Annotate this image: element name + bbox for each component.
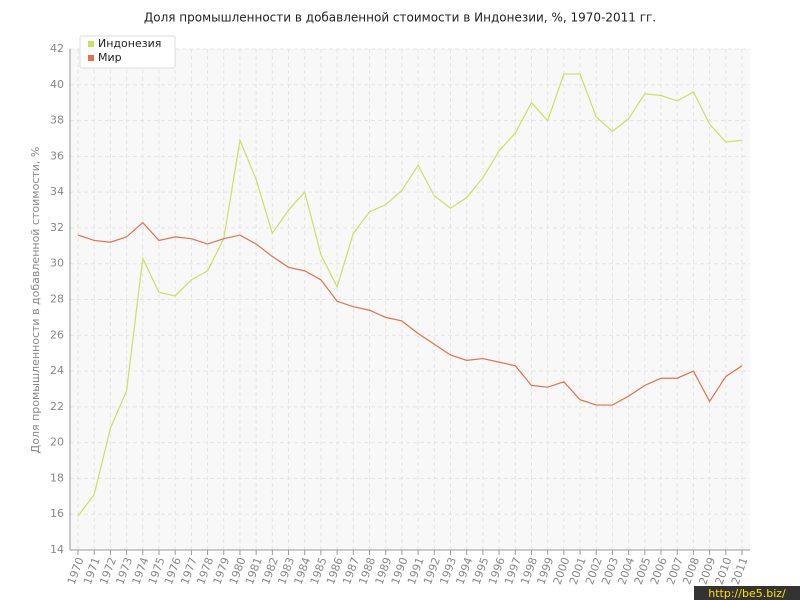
watermark-bg bbox=[694, 586, 800, 600]
legend-box bbox=[79, 35, 176, 69]
y-tick-label: 32 bbox=[50, 221, 64, 234]
y-tick-label: 26 bbox=[50, 328, 64, 341]
y-tick-label: 42 bbox=[50, 42, 64, 55]
series-line bbox=[77, 221, 743, 406]
y-tick-label: 18 bbox=[50, 471, 64, 484]
y-tick-label: 20 bbox=[50, 436, 64, 449]
y-tick-label: 28 bbox=[50, 293, 64, 306]
y-tick-label: 24 bbox=[50, 364, 64, 377]
y-tick-label: 34 bbox=[50, 185, 64, 198]
y-tick-label: 30 bbox=[50, 257, 64, 270]
chart-title: Доля промышленности в добавленной стоимо… bbox=[144, 11, 656, 25]
y-tick-label: 14 bbox=[50, 543, 64, 556]
legend-label: Мир bbox=[98, 51, 122, 64]
y-tick-label: 40 bbox=[50, 78, 64, 91]
y-tick-label: 38 bbox=[50, 114, 64, 127]
legend-swatch bbox=[88, 41, 94, 47]
y-tick-label: 22 bbox=[50, 400, 64, 413]
y-tick-label: 36 bbox=[50, 149, 64, 162]
watermark: http://be5.biz/ bbox=[708, 587, 786, 600]
y-axis-label: Доля промышленности в добавленной стоимо… bbox=[29, 147, 42, 454]
legend-swatch bbox=[88, 55, 94, 61]
legend-label: Индонезия bbox=[98, 37, 161, 50]
series-line bbox=[77, 73, 743, 517]
y-tick-label: 16 bbox=[50, 507, 64, 520]
